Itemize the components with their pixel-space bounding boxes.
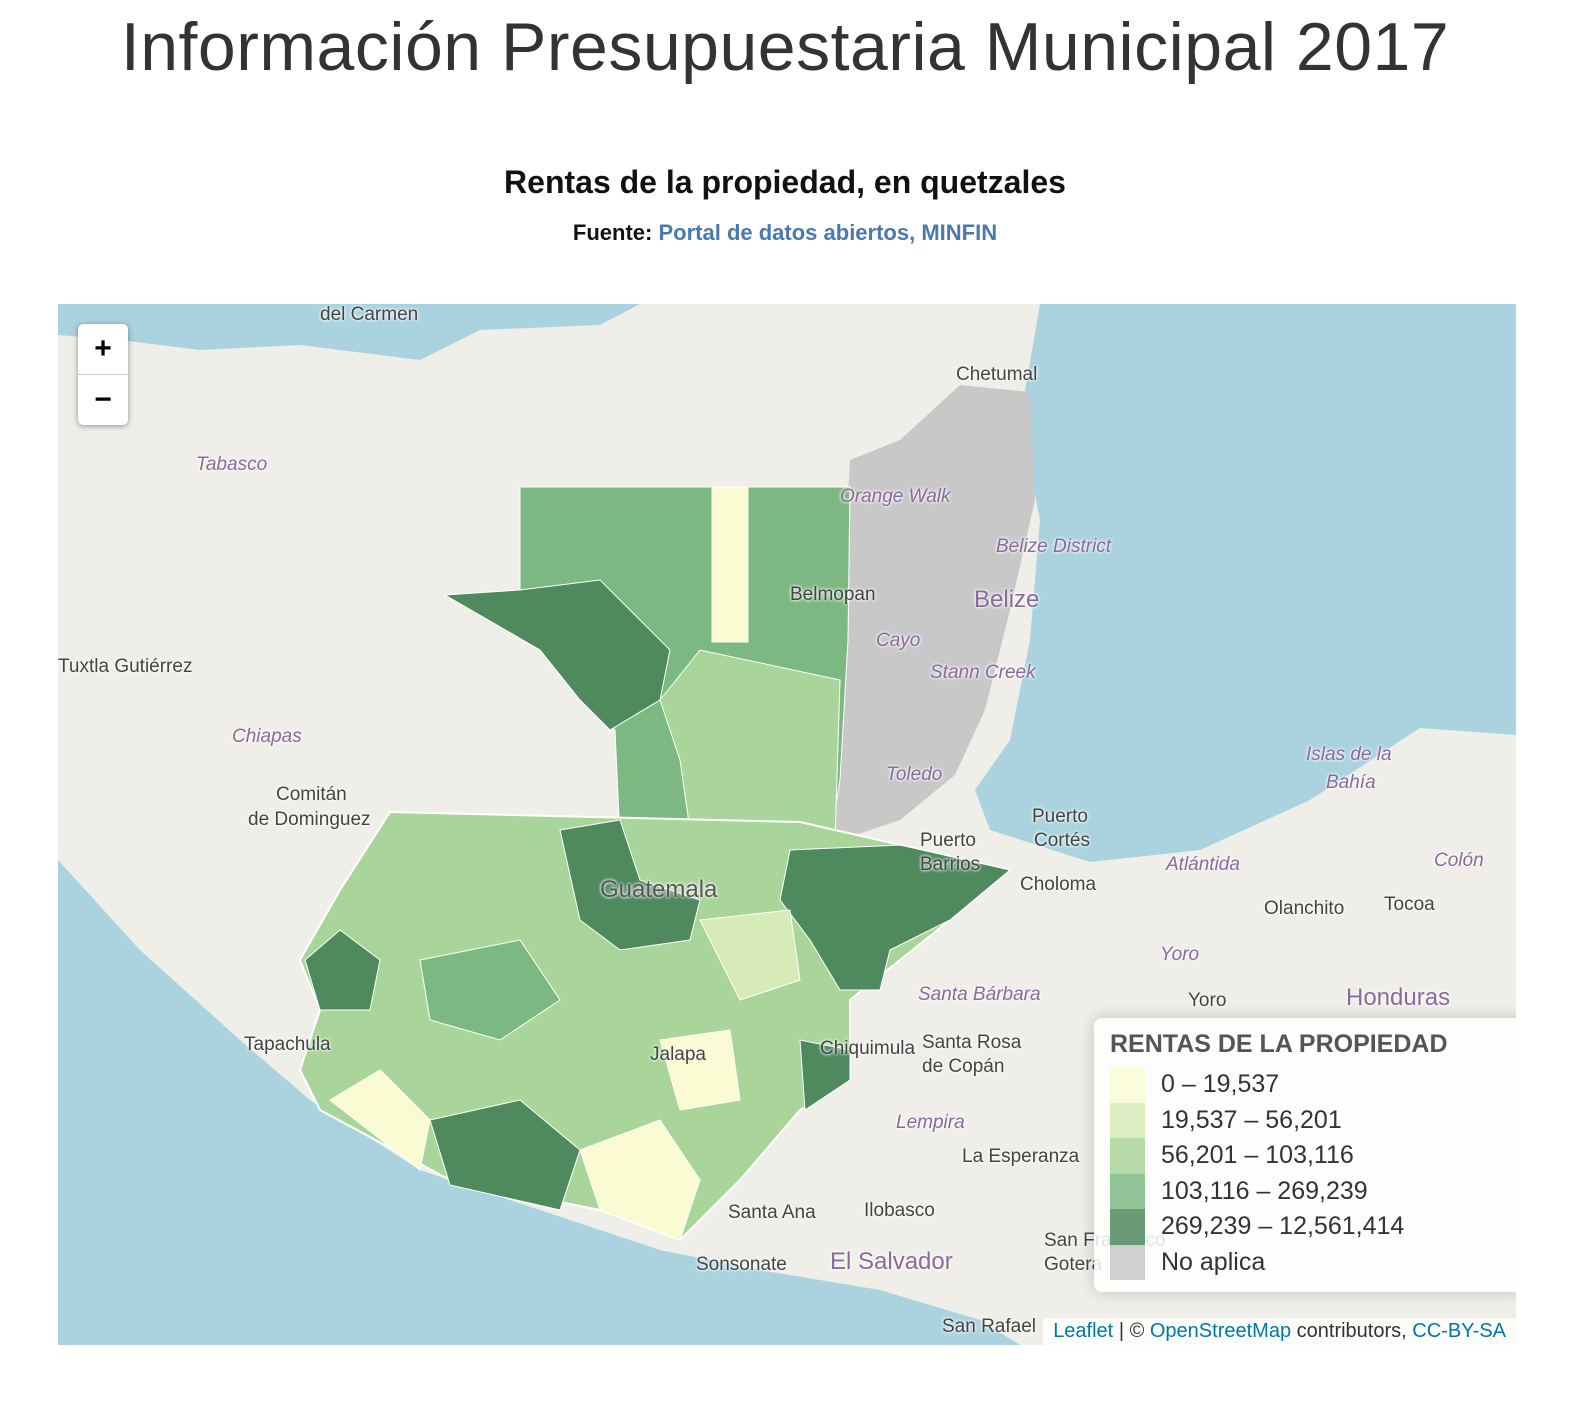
zoom-control: + − [78,324,128,425]
place-label: Tabasco [196,454,268,475]
region-light-south [579,1119,701,1241]
place-label: Yoro [1160,944,1200,965]
legend-item: 269,239 – 12,561,414 [1110,1209,1510,1245]
legend-label: 103,116 – 269,239 [1161,1176,1368,1205]
place-label: Chiapas [232,726,302,747]
place-label: Puerto [1032,806,1088,827]
place-label: Orange Walk [840,486,951,507]
zoom-out[interactable]: − [78,374,128,425]
region-dark-se [799,1039,851,1111]
legend-title: RENTAS DE LA PROPIEDAD [1110,1030,1448,1058]
attribution-separator: | © [1118,1320,1145,1342]
peten-south [659,649,841,841]
place-label: Tuxtla Gutiérrez [58,656,193,677]
map-canvas [58,304,1516,1345]
place-label: Santa Ana [728,1202,816,1223]
legend-label: 56,201 – 103,116 [1161,1141,1354,1170]
place-label: San Rafael [942,1316,1037,1337]
place-label: Puerto [920,830,976,851]
place-label: Tocoa [1384,894,1435,915]
osm-link[interactable]: OpenStreetMap [1149,1320,1292,1342]
place-label: del Carmen [320,304,419,325]
place-label: Atlántida [1166,854,1240,875]
legend-label: No aplica [1161,1247,1266,1276]
belize [835,385,1035,842]
legend: RENTAS DE LA PROPIEDAD 0 – 19,537 19,537 … [1094,1018,1516,1292]
place-label: Belmopan [790,584,876,605]
map[interactable]: del Carmen Chetumal Tabasco Orange Walk … [58,304,1516,1345]
legend-swatch [1110,1173,1145,1209]
place-label: Guatemala [600,876,718,903]
source: Fuente: Portal de datos abiertos, MINFIN [0,220,1570,246]
place-label: de Copán [922,1056,1005,1077]
legend-swatch [1110,1102,1145,1138]
legend-item: 56,201 – 103,116 [1110,1138,1510,1174]
gulf [58,304,640,360]
legend-item: No aplica [1110,1244,1510,1280]
pacific [58,860,1020,1345]
place-label: El Salvador [830,1248,953,1275]
legend-swatch [1110,1244,1145,1280]
region-light-east [699,909,801,1001]
place-label: Sonsonate [696,1254,787,1275]
map-title: Rentas de la propiedad, en quetzales [504,164,1066,200]
legend-label: 269,239 – 12,561,414 [1161,1212,1405,1241]
page-title: Información Presupuestaria Municipal 201… [120,9,1450,85]
legend-item: 103,116 – 269,239 [1110,1173,1510,1209]
peten-strip [711,486,749,643]
place-label: Belize District [996,536,1112,557]
source-link[interactable]: Portal de datos abiertos, MINFIN [658,220,998,245]
place-label: Barrios [920,854,981,875]
source-label: Fuente: [572,220,653,245]
place-label: Olanchito [1264,898,1345,919]
place-label: Choloma [1020,874,1097,895]
region-medium-center [419,939,561,1041]
legend-swatch [1110,1209,1145,1245]
place-label: Chetumal [956,364,1038,385]
region-light-central [659,1029,741,1111]
attribution: Leaflet | © OpenStreetMap contributors, … [1043,1318,1516,1345]
place-label: Cayo [876,630,921,651]
place-label: Santa Rosa [922,1032,1022,1053]
attribution-text: contributors, [1296,1320,1407,1342]
region-dark-north [559,819,701,951]
legend-item: 0 – 19,537 [1110,1067,1510,1103]
place-label: Chiquimula [820,1038,916,1059]
place-label: Yoro [1188,990,1227,1011]
place-label: Honduras [1346,984,1451,1011]
place-label: Jalapa [650,1044,706,1065]
region-dark-east [779,844,1012,991]
leaflet-link[interactable]: Leaflet [1053,1320,1114,1342]
caribbean [975,304,1516,862]
region-dark-west [304,929,381,1011]
place-label: Lempira [896,1112,965,1133]
legend-label: 0 – 19,537 [1161,1070,1280,1099]
region-dark-south [429,1099,581,1211]
place-label: La Esperanza [962,1146,1080,1167]
legend-label: 19,537 – 56,201 [1161,1105,1342,1134]
place-label: Tapachula [244,1034,331,1055]
place-label: de Dominguez [248,809,371,830]
place-label: Islas de la [1306,744,1392,765]
place-label: Santa Bárbara [918,984,1041,1005]
place-label: Cortés [1034,830,1090,851]
place-label: Ilobasco [864,1200,935,1221]
place-label: Bahía [1326,772,1376,793]
place-label: Belize [974,586,1040,613]
license-link[interactable]: CC-BY-SA [1412,1320,1506,1342]
place-label: Comitán [276,784,347,805]
legend-item: 19,537 – 56,201 [1110,1102,1510,1138]
place-label: Colón [1434,850,1484,871]
place-label: Stann Creek [930,662,1036,683]
place-label: Gotera [1044,1254,1103,1275]
place-label: Toledo [886,764,943,785]
zoom-in[interactable]: + [94,332,112,365]
legend-swatch [1110,1067,1145,1103]
legend-swatch [1110,1138,1145,1174]
